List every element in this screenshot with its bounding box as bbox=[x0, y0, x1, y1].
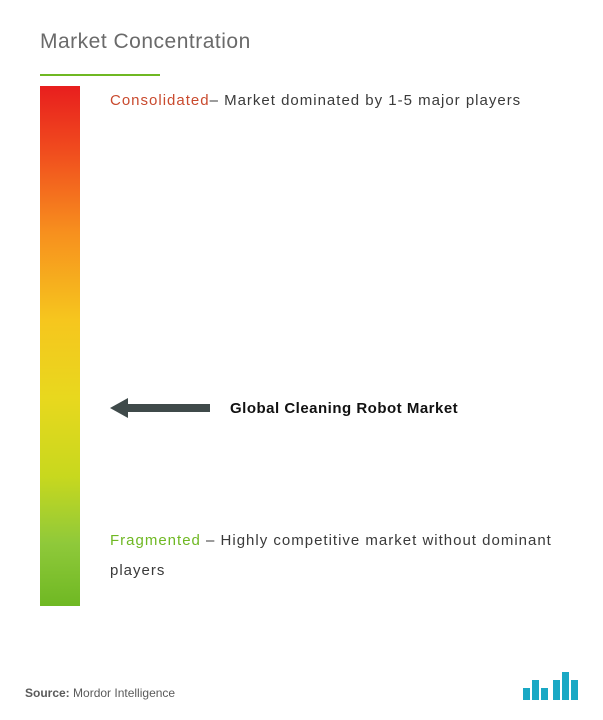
fragmented-block: Fragmented – Highly competitive market w… bbox=[110, 526, 563, 586]
fragmented-label: Fragmented bbox=[110, 532, 201, 549]
consolidated-label: Consolidated bbox=[110, 92, 210, 109]
source-label: Source: bbox=[25, 686, 70, 700]
source-value: Mordor Intelligence bbox=[73, 686, 175, 700]
page-title: Market Concentration bbox=[40, 30, 563, 76]
consolidated-desc: – Market dominated by 1-5 major players bbox=[210, 92, 522, 109]
source-line: Source: Mordor Intelligence bbox=[25, 686, 175, 700]
consolidated-block: Consolidated– Market dominated by 1-5 ma… bbox=[110, 86, 563, 116]
mn-logo-icon bbox=[523, 670, 578, 700]
market-label: Global Cleaning Robot Market bbox=[230, 400, 458, 417]
title-text: Market Concentration bbox=[40, 30, 563, 54]
concentration-gradient-bar bbox=[40, 86, 80, 606]
text-column: Consolidated– Market dominated by 1-5 ma… bbox=[110, 86, 563, 606]
footer: Source: Mordor Intelligence bbox=[25, 670, 578, 700]
content-row: Consolidated– Market dominated by 1-5 ma… bbox=[40, 86, 563, 626]
arrow-left-icon bbox=[110, 396, 210, 420]
infographic-container: Market Concentration Consolida bbox=[0, 0, 603, 720]
title-underline bbox=[40, 74, 160, 76]
market-pointer-row: Global Cleaning Robot Market bbox=[110, 396, 563, 420]
